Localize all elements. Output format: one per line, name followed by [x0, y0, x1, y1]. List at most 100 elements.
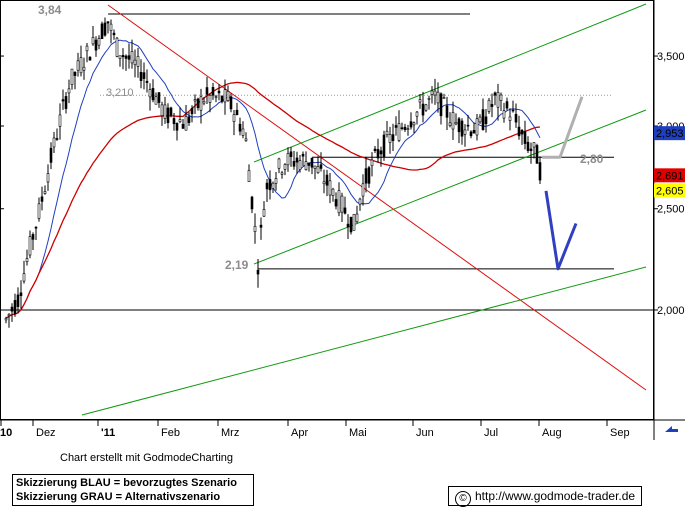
- copyright-icon: ©: [455, 491, 471, 507]
- candle: [256, 258, 260, 288]
- candle: [373, 145, 377, 154]
- annotation-3210: 3,210: [106, 87, 134, 99]
- scenario-gray-sketch: [542, 96, 584, 159]
- candle: [244, 132, 248, 142]
- source-link-box[interactable]: © http://www.godmode-trader.de: [448, 486, 642, 507]
- candle: [466, 114, 470, 131]
- candle: [241, 121, 245, 139]
- candle: [271, 181, 275, 193]
- candle: [145, 69, 149, 93]
- candle: [292, 150, 296, 170]
- x-tick-label: Jun: [416, 427, 434, 439]
- candle: [118, 55, 122, 67]
- candle: [394, 116, 398, 136]
- candle: [193, 94, 197, 115]
- candle: [97, 35, 101, 50]
- price-badge: 2,605: [654, 183, 685, 198]
- candle: [283, 163, 287, 176]
- candle: [391, 123, 395, 152]
- candle: [124, 54, 128, 71]
- candle: [481, 98, 485, 131]
- candle: [538, 156, 542, 185]
- candle: [472, 122, 476, 134]
- candle: [211, 82, 215, 100]
- x-tick-label: Jul: [484, 427, 498, 439]
- candle: [214, 94, 218, 103]
- candle: [454, 113, 458, 126]
- y-tick-label: 2,000: [657, 305, 685, 317]
- candle: [367, 165, 371, 188]
- candle: [505, 97, 509, 111]
- candle: [382, 130, 386, 161]
- candle: [34, 226, 38, 241]
- candle: [478, 114, 482, 124]
- candle: [502, 102, 506, 123]
- price-badge: 2,691: [654, 168, 685, 183]
- candle: [340, 192, 344, 223]
- candle: [16, 287, 20, 314]
- candle: [166, 103, 170, 129]
- candle: [226, 85, 230, 102]
- candle: [139, 59, 143, 89]
- candle: [229, 93, 233, 113]
- candle: [55, 128, 59, 141]
- candle: [112, 29, 116, 40]
- candle: [28, 230, 32, 259]
- moving-average-long-line: [5, 81, 541, 319]
- candle: [286, 147, 290, 172]
- candle: [529, 142, 533, 164]
- candle: [106, 21, 110, 34]
- candle: [331, 187, 335, 202]
- chart-credit: Chart erstellt mit GodmodeCharting: [60, 452, 234, 464]
- candle: [235, 102, 239, 116]
- candle: [187, 112, 191, 126]
- trendline-channel-upper: [253, 3, 647, 163]
- candle: [520, 128, 524, 145]
- candle: [295, 151, 299, 175]
- candle: [433, 78, 437, 105]
- source-url[interactable]: http://www.godmode-trader.de: [475, 489, 636, 503]
- candle: [385, 120, 389, 138]
- candle: [400, 122, 404, 131]
- candle: [76, 52, 80, 77]
- candle: [532, 142, 536, 159]
- candle: [412, 121, 416, 133]
- candle: [361, 174, 365, 206]
- candle: [172, 112, 176, 131]
- candle: [427, 95, 431, 110]
- candle: [121, 48, 125, 70]
- candle: [4, 316, 8, 324]
- candle: [379, 146, 383, 167]
- y-tick-label: 3,500: [657, 51, 685, 63]
- candle: [91, 25, 95, 46]
- x-tick-label: Dez: [36, 427, 56, 439]
- candle: [418, 94, 422, 109]
- candle: [352, 214, 356, 231]
- candle: [457, 116, 461, 144]
- candle: [307, 162, 311, 172]
- candle: [463, 124, 467, 147]
- candle: [37, 197, 41, 222]
- legend-blue: Skizzierung BLAU = bevorzugtes Szenario: [16, 477, 237, 489]
- candle: [7, 313, 11, 328]
- candle: [64, 92, 68, 114]
- x-tick-label: Apr: [291, 427, 308, 439]
- candle: [397, 110, 401, 143]
- candle: [43, 185, 47, 195]
- candle: [115, 36, 119, 58]
- candle: [523, 120, 527, 150]
- candle: [424, 103, 428, 112]
- candle: [514, 103, 518, 128]
- candle: [421, 91, 425, 123]
- candle: [319, 152, 323, 172]
- candle: [10, 303, 14, 322]
- candle: [499, 92, 503, 112]
- candle: [100, 21, 104, 40]
- candle: [388, 126, 392, 154]
- candle: [151, 79, 155, 103]
- candle: [61, 89, 65, 110]
- candle: [52, 131, 56, 153]
- candle: [304, 151, 308, 171]
- candle: [358, 197, 362, 211]
- candle: [511, 100, 515, 113]
